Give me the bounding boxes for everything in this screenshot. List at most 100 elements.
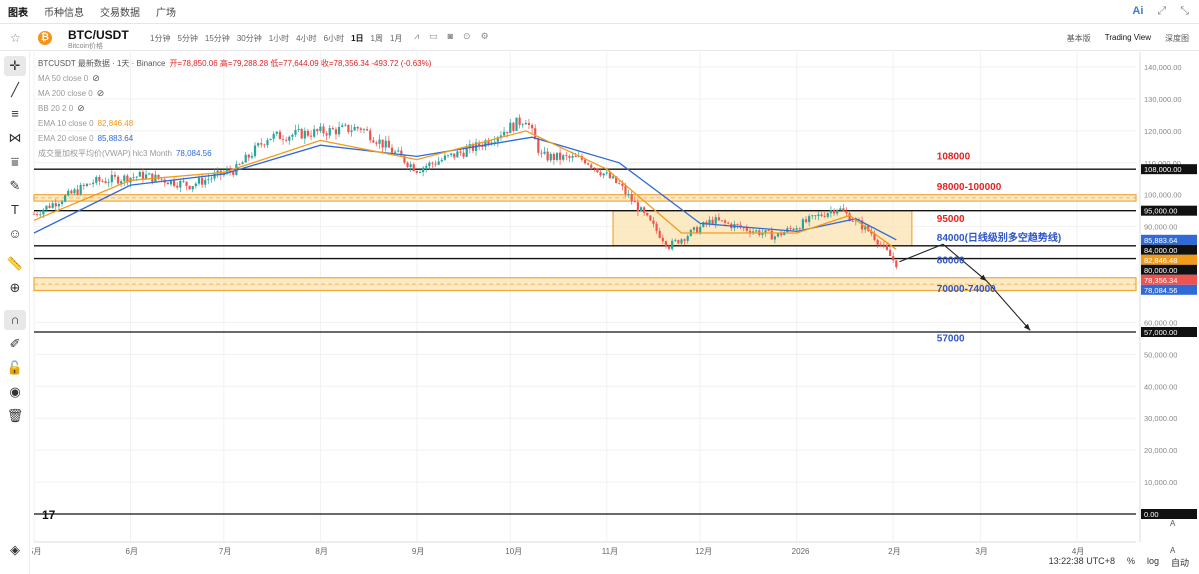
candle-body (400, 150, 403, 156)
text-icon[interactable]: T (11, 202, 19, 217)
candle-body (801, 219, 805, 229)
interval-9[interactable]: 1月 (389, 34, 403, 43)
candle-body (817, 214, 820, 216)
time-tick-8: 2026 (792, 547, 810, 556)
candle-body (870, 231, 873, 234)
layers-icon[interactable]: ◈ (10, 542, 20, 557)
candle-body (172, 180, 176, 186)
tab-chart[interactable]: 图表 (8, 8, 28, 19)
symbol-subtitle: Bitcoin价格 (68, 43, 104, 50)
candle-body (204, 179, 207, 185)
candle-body (384, 140, 387, 148)
view-0[interactable]: 基本版 (1066, 34, 1091, 43)
candle-body (39, 214, 42, 216)
level-label-bg-0 (1141, 164, 1197, 175)
price-chart[interactable]: 108000 98000-100000 95000 84000(日线级别多空趋势线) 8… (32, 52, 1199, 574)
candle-body (32, 213, 36, 215)
tab-square[interactable]: 广场 (156, 8, 176, 19)
magnet-icon[interactable]: ∩ (4, 310, 26, 330)
candle-body (269, 138, 272, 141)
interval-6[interactable]: 6小时 (323, 34, 345, 43)
view-switcher: 基本版 Trading View 深度图 (1067, 33, 1189, 44)
interval-3[interactable]: 30分钟 (236, 34, 262, 43)
settings-icon[interactable]: ⚙ (480, 31, 489, 41)
eye-off-icon[interactable]: ⊘ (92, 73, 100, 83)
candle-body (643, 207, 646, 213)
replay-icon[interactable]: ⊙ (463, 31, 471, 41)
ai-icon[interactable]: Ai (1132, 5, 1144, 17)
candle-body (583, 159, 587, 164)
tab-coin-info[interactable]: 币种信息 (44, 8, 84, 19)
trash-icon[interactable]: 🗑 (6, 408, 24, 423)
candle-body (201, 177, 204, 185)
candle-body (521, 124, 524, 126)
view-1[interactable]: Trading View (1104, 33, 1151, 42)
lock-icon[interactable]: 🔓 (6, 360, 24, 375)
candle-body (359, 128, 362, 130)
eye-off-icon[interactable]: ⊘ (96, 88, 105, 98)
annotation-3: 84000(日线级别多空趋势线) (937, 231, 1061, 244)
candle-body (151, 173, 154, 182)
crosshair-icon[interactable]: ✛ (4, 56, 26, 76)
candle-body (263, 144, 266, 146)
visibility-icon[interactable]: ◉ (9, 384, 21, 399)
candle-body (275, 131, 278, 134)
indicator-icon[interactable]: ⩘ (414, 31, 420, 41)
time-tick-10: 3月 (975, 547, 987, 556)
auto-scale-icon-2: A (1170, 546, 1176, 555)
chart-legend: BTCUSDT 最新数据 · 1天 · Binance 开=78,850.06 … (38, 56, 431, 161)
percent-toggle[interactable]: % (1126, 556, 1135, 566)
candle-body (736, 224, 739, 225)
candle-body (484, 140, 487, 147)
interval-0[interactable]: 1分钟 (150, 34, 171, 43)
favorite-star-icon[interactable]: ☆ (10, 31, 21, 45)
drawing-toolbar: ✛ ╱ ≡ ⋈ ⩸ ✎ T ☺ 📏 ⊕ ∩ ✐ 🔓 ◉ 🗑 ◈ (0, 52, 30, 574)
candle-body (888, 249, 892, 257)
candle-body (394, 151, 397, 153)
level-label-4: 57,000.00 (1144, 328, 1177, 337)
candle-body (443, 155, 447, 160)
candle-body (344, 124, 347, 126)
price-label-bg-6 (1141, 284, 1197, 295)
candle-body (618, 182, 621, 184)
annotation-2: 95000 (937, 214, 965, 225)
lock-drawing-icon[interactable]: ✐ (9, 336, 21, 351)
pattern-icon[interactable]: ⋈ (8, 130, 22, 145)
eye-off-icon[interactable]: ⊘ (77, 103, 85, 113)
candle-body (116, 176, 120, 184)
candle-body (157, 174, 160, 179)
expand-icon[interactable]: ⤢ (1157, 5, 1167, 17)
log-toggle[interactable]: log (1146, 556, 1159, 566)
price-tick-9: 40,000.00 (1144, 382, 1177, 391)
interval-5[interactable]: 4小时 (296, 34, 317, 43)
horizontal-lines-icon[interactable]: ≡ (11, 106, 19, 121)
interval-4[interactable]: 1小时 (268, 34, 290, 43)
emoji-icon[interactable]: ☺ (8, 226, 22, 241)
fib-icon[interactable]: ⩸ (11, 154, 19, 169)
tab-trade-data[interactable]: 交易数据 (100, 8, 140, 19)
price-tick-12: 10,000.00 (1144, 478, 1177, 487)
brush-icon[interactable]: ✎ (9, 178, 21, 193)
layout-icon[interactable]: ▭ (429, 31, 438, 41)
candle-body (182, 180, 185, 182)
interval-2[interactable]: 15分钟 (204, 34, 230, 43)
ruler-icon[interactable]: 📏 (6, 256, 24, 271)
interval-8[interactable]: 1周 (370, 34, 383, 43)
candle-body (309, 135, 313, 137)
interval-7[interactable]: 1日 (351, 34, 364, 43)
symbol-title[interactable]: BTC/USDT (68, 28, 129, 42)
trendline-icon[interactable]: ╱ (11, 82, 19, 97)
candle-body (808, 216, 811, 223)
price-tick-3: 110,000.00 (1144, 159, 1181, 168)
view-2[interactable]: 深度图 (1165, 34, 1189, 43)
candle-body (717, 217, 720, 221)
candle-body (820, 214, 823, 217)
interval-1[interactable]: 5分钟 (177, 34, 198, 43)
zoom-in-icon[interactable]: ⊕ (9, 280, 21, 295)
candle-body (658, 230, 661, 238)
auto-toggle[interactable]: 自动 (1170, 558, 1189, 568)
camera-icon[interactable]: ◙ (447, 31, 454, 41)
candle-body (702, 222, 705, 227)
collapse-icon[interactable]: ⤡ (1180, 5, 1189, 17)
price-label-4: 80,000.00 (1144, 266, 1177, 275)
